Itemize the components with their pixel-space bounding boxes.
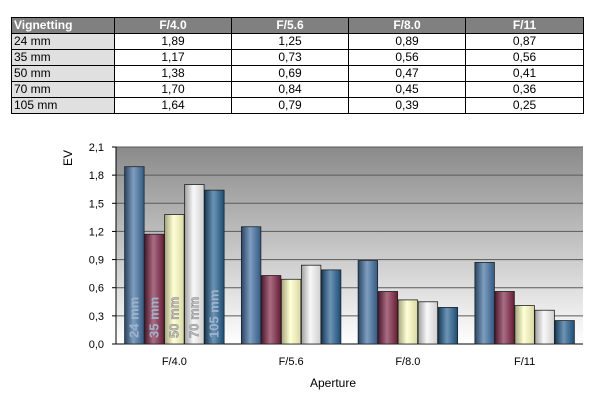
- x-tick-label: F/11: [514, 356, 535, 368]
- y-tick-label: 0,0: [89, 339, 104, 351]
- table-cell: 0,36: [465, 81, 584, 98]
- bar-105-mm-F/11: [554, 320, 575, 345]
- series-label: 70 mm: [186, 297, 201, 338]
- bar-105-mm-F/4.0: [204, 189, 225, 345]
- bar-50-mm-F/5.6: [280, 278, 302, 345]
- table-header-cell: Vignetting: [11, 17, 115, 34]
- row-label: 50 mm: [11, 65, 115, 82]
- y-tick-label: 0,9: [89, 255, 104, 267]
- table-cell: 0,41: [465, 65, 584, 82]
- table-cell: 0,87: [465, 33, 584, 50]
- x-axis-label: Aperture: [310, 376, 356, 390]
- table-row: 35 mm 1,17 0,73 0,56 0,56: [11, 49, 584, 66]
- y-tick-label: 1,8: [89, 170, 104, 182]
- table-header-cell: F/8.0: [348, 17, 466, 34]
- bar-70-mm-F/8.0: [417, 301, 439, 345]
- bar-35-mm-F/11: [494, 291, 515, 345]
- bar-24-mm-F/11: [474, 261, 495, 345]
- x-tick-label: F/8.0: [395, 356, 420, 368]
- table-cell: 1,70: [114, 81, 232, 98]
- y-tick-label: 1,5: [89, 198, 104, 210]
- series-label: 50 mm: [166, 297, 181, 338]
- bar-105-mm-F/8.0: [437, 307, 459, 345]
- table-cell: 0,73: [231, 49, 349, 66]
- series-label: 105 mm: [206, 290, 221, 338]
- table-cell: 0,79: [231, 97, 349, 114]
- table-cell: 1,17: [114, 49, 232, 66]
- x-tick-label: F/5.6: [279, 356, 304, 368]
- row-label: 105 mm: [11, 97, 115, 114]
- bar-24-mm-F/5.6: [240, 226, 262, 345]
- y-tick-label: 0,3: [89, 311, 104, 323]
- table-cell: 1,25: [231, 33, 349, 50]
- bar-24-mm-F/8.0: [357, 260, 379, 345]
- table-header-cell: F/11: [465, 17, 584, 34]
- table-cell: 0,84: [231, 81, 349, 98]
- y-tick-label: 2,1: [89, 142, 104, 154]
- bar-70-mm-F/11: [534, 309, 555, 345]
- bar-24-mm-F/4.0: [124, 166, 145, 345]
- table-cell: 1,89: [114, 33, 232, 50]
- series-label: 35 mm: [146, 297, 161, 338]
- bar-50-mm-F/8.0: [397, 299, 419, 345]
- y-tick-label: 1,2: [89, 226, 104, 238]
- table-cell: 0,69: [231, 65, 349, 82]
- bar-35-mm-F/4.0: [144, 233, 165, 345]
- table-cell: 0,47: [348, 65, 466, 82]
- bar-35-mm-F/5.6: [260, 275, 282, 345]
- y-tick-label: 0,6: [89, 283, 104, 295]
- table-cell: 0,56: [348, 49, 466, 66]
- x-tick-label: F/4.0: [162, 356, 187, 368]
- bar-35-mm-F/8.0: [377, 291, 399, 345]
- table-cell: 1,38: [114, 65, 232, 82]
- table-row: 70 mm 1,70 0,84 0,45 0,36: [11, 81, 584, 98]
- table-cell: 1,64: [114, 97, 232, 114]
- bar-105-mm-F/5.6: [320, 269, 342, 345]
- bar-70-mm-F/5.6: [300, 264, 322, 345]
- table-cell: 0,89: [348, 33, 466, 50]
- row-label: 70 mm: [11, 81, 115, 98]
- table-cell: 0,39: [348, 97, 466, 114]
- table-header-cell: F/5.6: [231, 17, 349, 34]
- series-label: 24 mm: [126, 297, 141, 338]
- table-cell: 0,25: [465, 97, 584, 114]
- table-row: 50 mm 1,38 0,69 0,47 0,41: [11, 65, 584, 82]
- vignetting-table: Vignetting F/4.0 F/5.6 F/8.0 F/11 24 mm …: [11, 17, 584, 114]
- table-cell: 0,45: [348, 81, 466, 98]
- bar-70-mm-F/4.0: [184, 184, 205, 345]
- table-header-row: Vignetting F/4.0 F/5.6 F/8.0 F/11: [11, 17, 584, 34]
- table-row: 105 mm 1,64 0,79 0,39 0,25: [11, 97, 584, 114]
- table-header-cell: F/4.0: [114, 17, 232, 34]
- row-label: 24 mm: [11, 33, 115, 50]
- table-cell: 0,56: [465, 49, 584, 66]
- y-axis-label: EV: [61, 150, 75, 166]
- table-row: 24 mm 1,89 1,25 0,89 0,87: [11, 33, 584, 50]
- bar-50-mm-F/11: [514, 305, 535, 345]
- bar-50-mm-F/4.0: [164, 214, 185, 345]
- vignetting-bar-chart: 0,0 0,3 0,6 0,9 1,2 1,5 1,8 2,1 24 mm 35 mm 50 mm 7…: [61, 142, 583, 390]
- row-label: 35 mm: [11, 49, 115, 66]
